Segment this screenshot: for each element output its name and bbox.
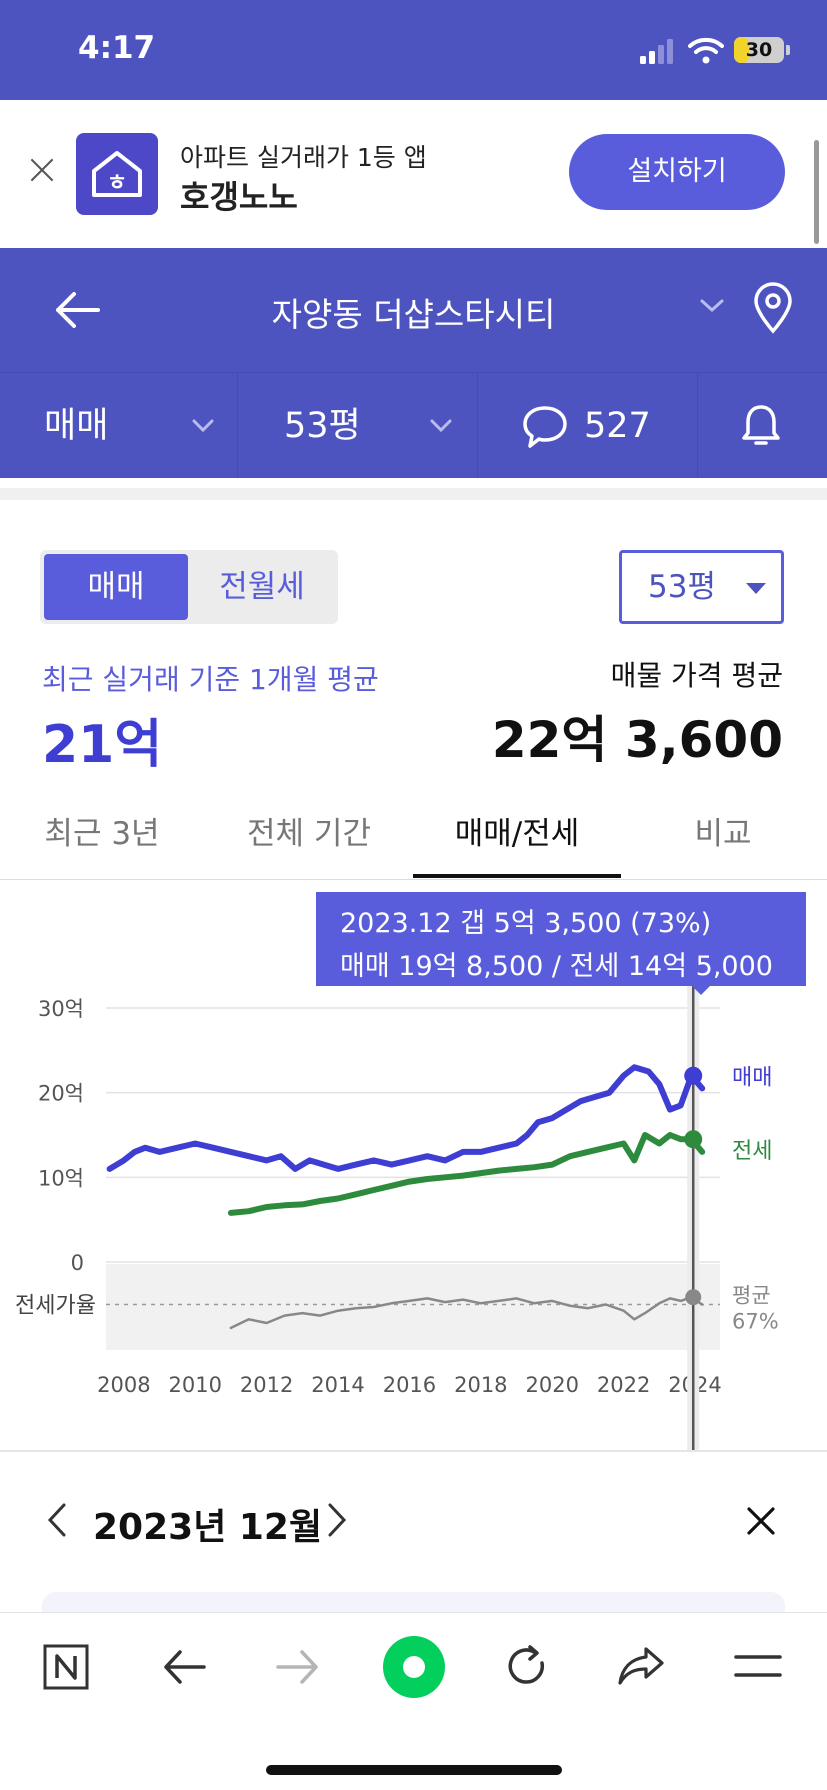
ratio-axis-label: 전세가율 (15, 1294, 96, 1319)
y-tick-label: 20억 (38, 1082, 84, 1106)
series-line-1 (227, 1132, 706, 1216)
period-tabs: 최근 3년 전체 기간 매매/전세 비교 (0, 790, 827, 880)
section-gap (0, 478, 827, 500)
size-label: 53평 (284, 406, 361, 446)
menu-icon[interactable] (734, 1653, 782, 1679)
browser-back-icon[interactable] (162, 1647, 206, 1687)
tab-sale-rent[interactable]: 매매/전세 (454, 816, 580, 852)
listing-average-value: 22억 3,600 (491, 711, 783, 769)
size-select[interactable]: 53평 (238, 373, 478, 479)
chevron-down-icon (192, 419, 214, 433)
y-tick-label: 10억 (38, 1166, 84, 1190)
filter-bar: 매매 53평 527 (0, 372, 827, 479)
x-tick-label: 2010 (169, 1373, 222, 1397)
series-marker-1 (684, 1130, 703, 1149)
x-tick-label: 2008 (97, 1373, 150, 1397)
series-marker-2 (685, 1289, 702, 1306)
size-dropdown[interactable]: 53평 (619, 550, 784, 624)
page-header: 자양동 더샵스타시티 (0, 248, 827, 372)
tab-all-period[interactable]: 전체 기간 (247, 816, 371, 852)
trade-type-label: 매매 (44, 406, 109, 446)
share-icon[interactable] (616, 1643, 666, 1689)
chart-tooltip: 2023.12 갭 5억 3,500 (73%) 매매 19억 8,500 / … (316, 892, 806, 995)
app-logo: ㅎ (76, 133, 158, 215)
ratio-band-bg (106, 1264, 720, 1350)
speech-bubble-icon (523, 406, 567, 448)
series-label: 전세 (732, 1139, 772, 1164)
house-icon: ㅎ (92, 151, 142, 197)
series-line-2 (229, 1295, 704, 1330)
install-button[interactable]: 설치하기 (569, 134, 785, 210)
battery-fill (734, 37, 749, 63)
size-dropdown-label: 53평 (648, 569, 716, 605)
chevron-left-icon[interactable] (46, 1502, 68, 1538)
series-label: 매매 (732, 1065, 772, 1090)
apartment-title[interactable]: 자양동 더샵스타시티 (271, 295, 556, 334)
green-dot-icon[interactable] (382, 1635, 446, 1699)
status-time: 4:17 (78, 30, 156, 66)
close-icon[interactable] (746, 1506, 776, 1536)
chevron-down-icon[interactable] (700, 298, 724, 314)
x-tick-label: 2016 (383, 1373, 436, 1397)
tooltip-gap-line: 2023.12 갭 5억 3,500 (73%) (340, 908, 712, 939)
comments-button[interactable]: 527 (478, 373, 698, 479)
trade-type-select[interactable]: 매매 (0, 373, 238, 479)
status-bar: 4:17 30 (0, 0, 827, 100)
back-arrow-icon[interactable] (54, 290, 100, 330)
recent-average-value: 21억 (42, 715, 163, 775)
refresh-icon[interactable] (504, 1643, 550, 1691)
y-tick-label: 30억 (38, 997, 84, 1021)
naver-home-icon[interactable] (42, 1643, 90, 1691)
recent-average-label: 최근 실거래 기준 1개월 평균 (42, 663, 379, 696)
selected-month: 2023년 12월 (93, 1507, 323, 1548)
battery-tip (786, 45, 790, 55)
page-scrollbar[interactable] (814, 140, 819, 244)
chevron-right-icon[interactable] (326, 1502, 348, 1538)
battery-percent: 30 (745, 39, 773, 61)
month-navigator: 2023년 12월 (0, 1470, 827, 1560)
tab-recent-3y[interactable]: 최근 3년 (44, 816, 160, 852)
trade-toggle: 매매 전월세 (40, 550, 338, 624)
comment-count: 527 (584, 406, 651, 446)
toggle-sale[interactable]: 매매 (44, 554, 188, 620)
x-tick-label: 2014 (311, 1373, 364, 1397)
price-chart[interactable]: 30억 20억 10억 0 전세가율 2008 2010 2012 2014 2016 2018 20… (0, 880, 827, 1450)
home-indicator (266, 1765, 562, 1775)
chart-divider (0, 1450, 827, 1452)
listing-average-label: 매물 가격 평균 (610, 659, 783, 692)
ratio-average-value: 67% (732, 1310, 779, 1334)
banner-app-name: 호갱노노 (180, 178, 298, 216)
caret-down-icon (746, 583, 766, 594)
series-marker-0 (684, 1066, 703, 1085)
x-tick-label: 2022 (597, 1373, 650, 1397)
x-tick-label: 2020 (525, 1373, 578, 1397)
tooltip-price-line: 매매 19억 8,500 / 전세 14억 5,000 (340, 951, 773, 982)
price-chart-svg[interactable]: 30억 20억 10억 0 전세가율 2008 2010 2012 2014 2016 2018 20… (0, 880, 827, 1450)
series-line-0 (106, 1064, 706, 1172)
x-tick-label: 2012 (240, 1373, 293, 1397)
browser-forward-icon (276, 1650, 318, 1684)
x-tick-label: 2018 (454, 1373, 507, 1397)
cellular-signal-icon (640, 39, 673, 64)
map-pin-icon[interactable] (752, 282, 794, 334)
battery-indicator: 30 (734, 37, 784, 63)
banner-subtitle: 아파트 실거래가 1등 앱 (180, 143, 427, 172)
ratio-average-label: 평균 (732, 1284, 771, 1308)
notification-button[interactable] (698, 373, 827, 479)
chevron-down-icon (430, 419, 452, 433)
bell-icon (742, 405, 780, 445)
app-install-banner: ㅎ 아파트 실거래가 1등 앱 호갱노노 설치하기 (0, 100, 827, 248)
toggle-rent[interactable]: 전월세 (219, 569, 305, 605)
browser-toolbar (0, 1612, 827, 1790)
svg-text:ㅎ: ㅎ (107, 171, 127, 196)
tooltip-tail (692, 986, 710, 995)
wifi-icon (688, 37, 724, 64)
y-tick-label: 0 (71, 1251, 84, 1275)
tab-compare[interactable]: 비교 (694, 816, 752, 852)
close-banner-icon[interactable] (30, 158, 54, 182)
active-tab-underline (413, 874, 621, 878)
